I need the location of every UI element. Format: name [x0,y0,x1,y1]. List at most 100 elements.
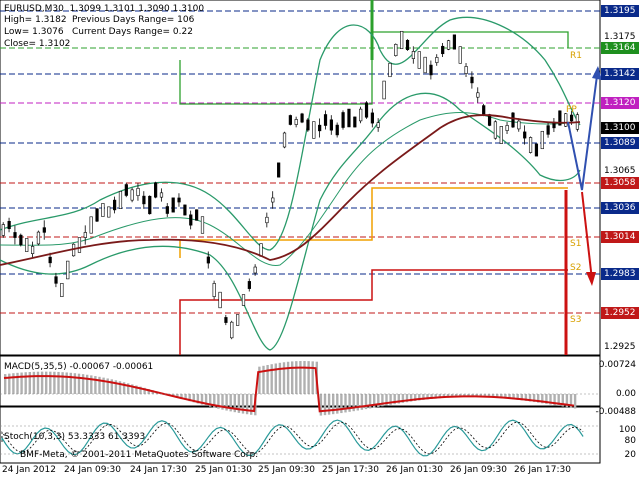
macd-bar-108 [446,394,450,398]
macd-bar-103 [426,394,429,400]
price-bars [1,30,580,340]
candle-body-87 [511,112,515,128]
time-label-8: 26 Jan 17:30 [514,465,571,475]
macd-bar-72 [299,361,302,394]
macd-histogram [0,361,600,416]
time-label-5: 25 Jan 17:30 [322,465,379,475]
candle-body-35 [206,256,210,264]
price-label-5: 1.3100 [601,122,639,134]
candle-body-28 [165,206,169,214]
macd-bar-33 [139,386,142,394]
macd-bar-8 [36,371,40,394]
macd-bar-49 [204,394,208,406]
macd-bar-6 [28,372,31,394]
candle-body-21 [124,184,128,196]
macd-bar-42 [176,394,179,398]
candle-body-66 [388,62,392,78]
candle-body-9 [54,276,58,284]
candle-body-58 [341,112,345,128]
macd-bar-65 [270,364,273,394]
candle-body-92 [540,130,544,150]
macd-bar-90 [373,394,376,408]
macd-bar-100 [414,394,417,402]
candle-body-76 [446,40,451,50]
macd-bar-79 [327,394,331,415]
time-label-1: 24 Jan 09:30 [64,465,121,475]
macd-bar-28 [118,381,122,394]
candle-body-60 [353,116,357,128]
price-label-11: 1.2983 [601,268,639,280]
macd-bar-58 [241,394,245,414]
time-label-6: 26 Jan 01:30 [386,465,443,475]
stochastic-lines [0,419,600,457]
pivot-r1-step [179,31,569,105]
main-chart-panel[interactable] [0,0,601,356]
price-label-0: 1.3195 [601,5,639,17]
stoch-signal-line [1,421,584,455]
macd-bar-23 [98,376,101,394]
macd-bar-3 [16,372,19,394]
price-label-4: 1.3120 [601,97,639,109]
candle-body-93 [546,125,550,135]
macd-bar-45 [188,394,191,402]
price-label-8: 1.3058 [601,177,639,189]
candle-body-56 [329,119,333,131]
macd-bar-54 [225,394,228,411]
macd-bar-55 [229,394,232,412]
macd-bar-84 [348,394,351,412]
macd-bar-101 [418,394,421,401]
macd-bar-32 [135,385,138,394]
candle-body-45 [265,216,269,224]
macd-bar-68 [282,362,286,394]
price-label-9: 1.3036 [601,202,639,214]
macd-bar-48 [200,394,204,405]
price-label-12: 1.2952 [601,307,639,319]
time-label-4: 25 Jan 09:30 [258,465,315,475]
macd-bar-30 [127,383,130,394]
candle-body-74 [435,57,439,63]
candle-body-79 [464,66,468,74]
macd-bar-35 [147,389,150,394]
candle-body-78 [458,46,462,64]
macd-title: MACD(5,35,5) -0.00067 -0.00061 [4,362,154,372]
red-forecast-arrow [581,191,593,281]
blue-arrowhead [592,66,602,80]
macd-bar-134 [553,394,556,406]
candle-body-49 [288,115,292,125]
macd-bar-137 [565,394,569,408]
macd-bar-86 [356,394,359,411]
macd-bar-129 [532,394,536,403]
high-value: High= 1.3182 [4,15,67,25]
macd-bar-7 [32,371,36,394]
macd-bar-17 [73,373,77,394]
candle-body-7 [42,227,46,233]
macd-bar-105 [434,394,437,399]
blue-forecast-arrow [567,67,599,191]
macd-bar-87 [360,394,364,410]
candle-body-88 [517,120,521,130]
macd-bar-81 [336,394,339,414]
macd-bar-91 [377,394,380,407]
candle-body-16 [95,208,99,222]
macd-bar-13 [57,371,60,394]
candle-body-39 [230,321,234,339]
candle-body-75 [441,45,445,55]
price-label-7: 1.3065 [604,166,636,176]
candle-body-2 [13,232,17,238]
macd-bar-67 [278,362,282,394]
stoch-panel[interactable] [0,406,601,464]
candle-body-82 [482,105,486,115]
macd-bar-71 [295,361,298,394]
candle-body-17 [101,203,105,217]
ma-path [0,114,581,266]
macd-bar-104 [430,394,433,400]
macd-bar-95 [393,394,396,405]
macd-bar-78 [323,394,327,416]
candle-body-77 [452,34,457,50]
candle-body-81 [476,92,480,98]
macd-bar-34 [143,387,146,394]
time-label-2: 24 Jan 17:30 [130,465,187,475]
candle-body-0 [1,224,5,236]
macd-bar-66 [274,363,277,394]
